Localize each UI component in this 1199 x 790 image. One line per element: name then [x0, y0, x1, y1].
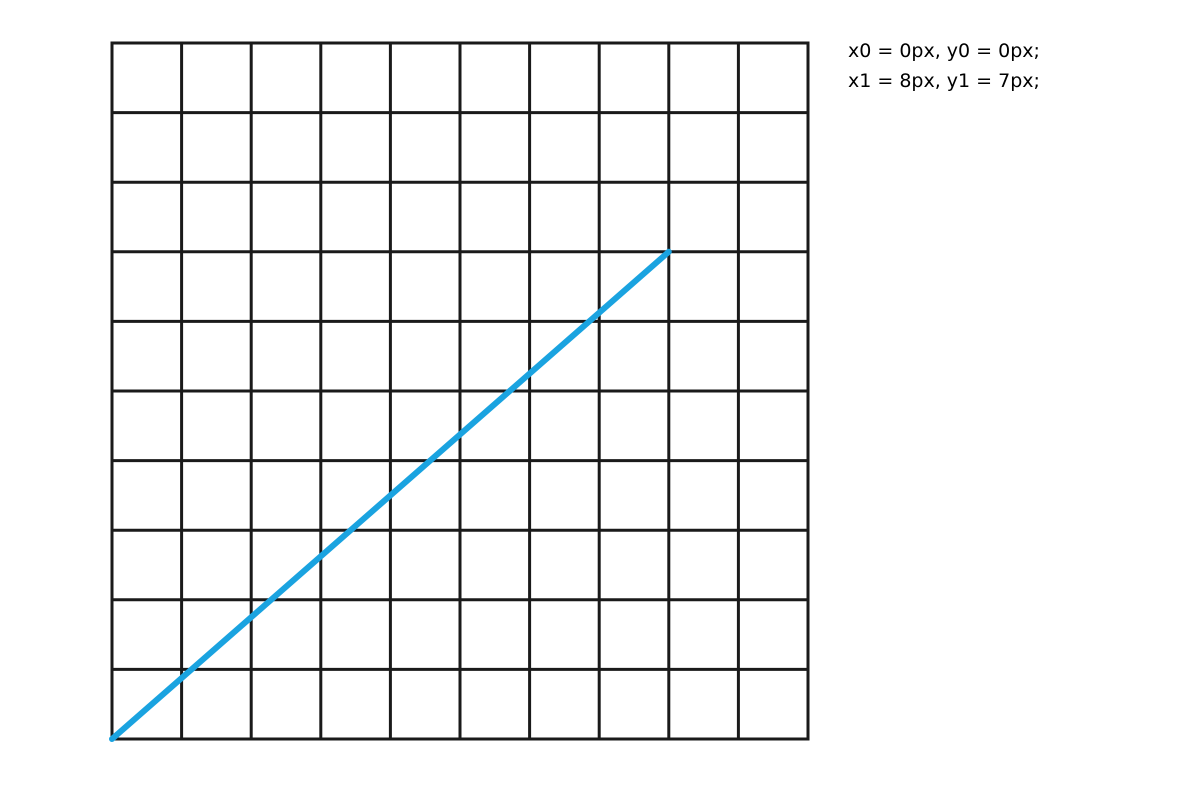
coordinates-caption: x0 = 0px, y0 = 0px; x1 = 8px, y1 = 7px; — [848, 36, 1040, 96]
pixel-grid — [110, 41, 810, 741]
start-point-label: x0 = 0px, y0 = 0px; — [848, 40, 1040, 62]
line-segment — [109, 248, 672, 742]
end-point-label: x1 = 8px, y1 = 7px; — [848, 70, 1040, 92]
